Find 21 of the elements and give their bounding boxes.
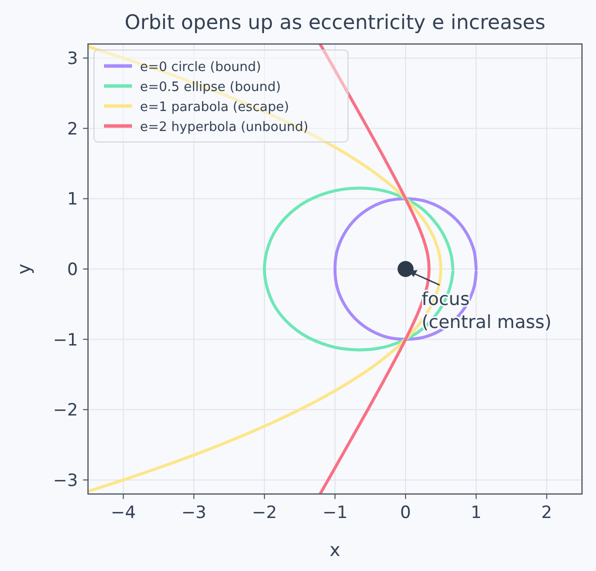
y-axis-title: y — [14, 263, 35, 274]
legend-label: e=1 parabola (escape) — [140, 100, 290, 115]
y-tick-label: 2 — [67, 119, 78, 140]
legend-label: e=2 hyperbola (unbound) — [140, 120, 308, 135]
y-tick-label: −2 — [52, 400, 78, 421]
x-tick-label: −4 — [110, 503, 136, 523]
x-tick-label: −3 — [181, 503, 206, 523]
legend-label: e=0.5 ellipse (bound) — [140, 80, 281, 95]
legend-label: e=0 circle (bound) — [140, 60, 262, 75]
y-tick-label: −3 — [52, 470, 78, 491]
x-tick-label: 0 — [400, 503, 411, 523]
x-tick-label: −1 — [322, 503, 348, 523]
y-tick-label: −1 — [52, 330, 78, 350]
y-tick-label: 0 — [67, 260, 78, 280]
x-tick-label: 2 — [541, 503, 552, 523]
x-tick-label: 1 — [470, 503, 482, 523]
y-tick-label: 3 — [67, 49, 78, 70]
x-tick-label: −2 — [252, 503, 277, 523]
y-tick-label: 1 — [67, 190, 78, 210]
x-axis-title: x — [330, 540, 341, 561]
chart-title: Orbit opens up as eccentricity e increases — [124, 10, 546, 34]
